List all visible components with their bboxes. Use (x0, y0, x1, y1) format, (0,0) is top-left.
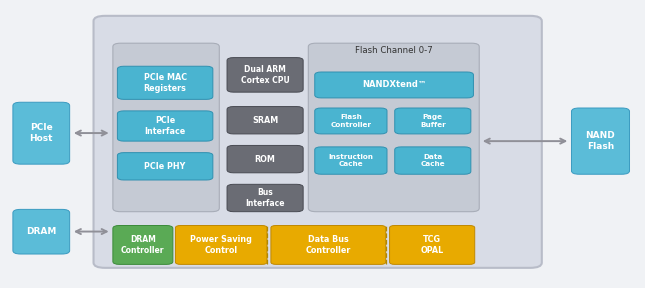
Text: Instruction
Cache: Instruction Cache (328, 154, 373, 167)
FancyBboxPatch shape (395, 108, 471, 134)
Text: PCIe
Host: PCIe Host (30, 123, 53, 143)
Text: Data Bus
Controller: Data Bus Controller (306, 235, 351, 255)
FancyBboxPatch shape (571, 108, 630, 174)
FancyBboxPatch shape (175, 226, 267, 264)
FancyBboxPatch shape (315, 108, 387, 134)
FancyBboxPatch shape (117, 153, 213, 180)
FancyBboxPatch shape (117, 66, 213, 99)
FancyBboxPatch shape (227, 145, 303, 173)
Text: DRAM
Controller: DRAM Controller (121, 235, 164, 255)
Text: NAND
Flash: NAND Flash (586, 131, 615, 151)
FancyBboxPatch shape (13, 209, 70, 254)
FancyBboxPatch shape (271, 226, 386, 264)
Text: Dual ARM
Cortex CPU: Dual ARM Cortex CPU (241, 65, 290, 85)
FancyBboxPatch shape (227, 107, 303, 134)
Text: PCIe
Interface: PCIe Interface (144, 116, 186, 136)
FancyBboxPatch shape (390, 226, 475, 264)
Text: PCIe PHY: PCIe PHY (144, 162, 186, 171)
FancyBboxPatch shape (13, 102, 70, 164)
Text: Flash Channel 0-7: Flash Channel 0-7 (355, 46, 432, 55)
Text: Power Saving
Control: Power Saving Control (190, 235, 252, 255)
FancyBboxPatch shape (315, 72, 473, 98)
FancyBboxPatch shape (227, 58, 303, 92)
FancyBboxPatch shape (113, 226, 173, 264)
Text: SRAM: SRAM (252, 116, 278, 125)
FancyBboxPatch shape (308, 43, 479, 212)
Text: ROM: ROM (255, 155, 275, 164)
FancyBboxPatch shape (395, 147, 471, 174)
Text: Bus
Interface: Bus Interface (245, 188, 285, 208)
FancyBboxPatch shape (315, 147, 387, 174)
Text: Flash
Controller: Flash Controller (330, 114, 372, 128)
Text: Page
Buffer: Page Buffer (420, 114, 446, 128)
FancyBboxPatch shape (94, 16, 542, 268)
Text: DRAM: DRAM (26, 227, 57, 236)
FancyBboxPatch shape (117, 111, 213, 141)
Text: PCIe MAC
Registers: PCIe MAC Registers (144, 73, 186, 93)
Text: TCG
OPAL: TCG OPAL (421, 235, 444, 255)
Text: NANDXtend™: NANDXtend™ (362, 80, 426, 90)
FancyBboxPatch shape (227, 184, 303, 212)
FancyBboxPatch shape (113, 43, 219, 212)
Text: Data
Cache: Data Cache (421, 154, 445, 167)
